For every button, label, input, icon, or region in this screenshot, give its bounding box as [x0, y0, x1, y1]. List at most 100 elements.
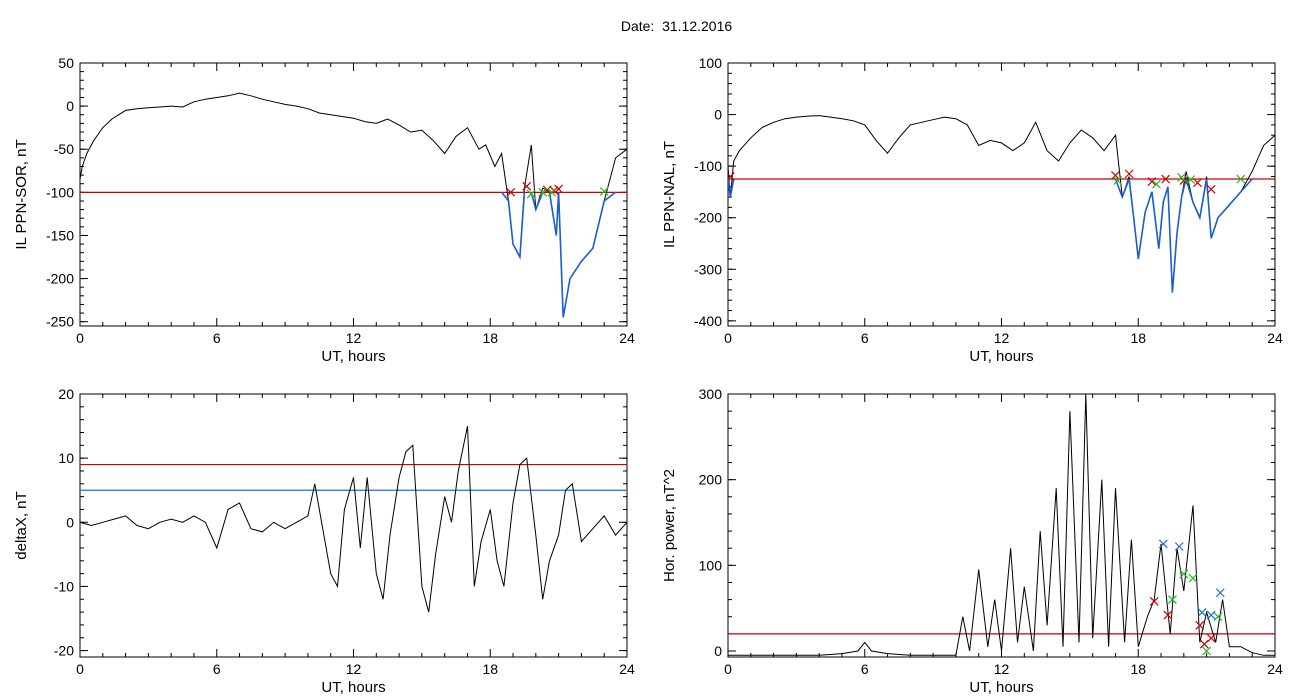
y-axis-label: IL PPN-SOR, nT [13, 139, 30, 249]
event-marker [1186, 175, 1196, 184]
event-marker [554, 184, 564, 194]
event-marker [1206, 610, 1216, 620]
event-marker [1236, 174, 1246, 184]
event-marker [1168, 595, 1177, 605]
event-marker [1193, 178, 1202, 188]
x-tick-label: 12 [994, 661, 1010, 677]
event-marker [1202, 646, 1212, 656]
event-marker [1206, 184, 1216, 194]
x-tick-label: 6 [861, 661, 869, 677]
x-tick-label: 24 [619, 661, 635, 677]
page-title: Date: 31.12.2016 [620, 18, 733, 34]
y-axis-label: deltaX, nT [13, 491, 30, 559]
event-marker [1163, 610, 1173, 620]
chart-panel-1: 0 6 12 18 24 50 0 -50 -100 -150 -200 -250 UT, hours I… [13, 55, 635, 365]
y-tick-label: 200 [699, 472, 723, 488]
x-tick-label: 12 [994, 330, 1010, 346]
y-axis-label: IL PPN-NAL, nT [661, 141, 678, 248]
x-tick-label: 0 [724, 330, 732, 346]
x-tick-label: 6 [213, 330, 221, 346]
below-threshold-segment [1205, 178, 1253, 239]
x-axis-label: UT, hours [969, 679, 1033, 696]
event-marker [506, 187, 516, 197]
plot-frame [727, 62, 1276, 327]
series-line [80, 92, 627, 318]
event-marker [599, 187, 609, 196]
y-tick-label: -100 [694, 158, 722, 174]
event-marker [1179, 569, 1189, 579]
plot-frame [727, 393, 1276, 658]
y-tick-label: 50 [58, 55, 74, 71]
event-marker [1152, 179, 1161, 189]
event-marker [1124, 169, 1134, 179]
below-threshold-segment [530, 192, 544, 213]
event-marker [538, 187, 548, 197]
event-marker [1197, 608, 1207, 617]
event-marker [522, 181, 532, 191]
event-marker [1174, 542, 1184, 551]
event-marker [1195, 620, 1205, 630]
below-threshold-segment [548, 192, 560, 236]
x-axis-label: UT, hours [321, 348, 385, 365]
y-tick-label: -100 [46, 184, 74, 200]
y-tick-label: 0 [714, 643, 722, 659]
event-marker [728, 172, 735, 181]
y-tick-label: 100 [699, 557, 723, 573]
y-tick-label: -20 [54, 643, 74, 659]
x-tick-label: 12 [346, 661, 362, 677]
x-tick-label: 18 [482, 330, 498, 346]
y-tick-label: -10 [54, 578, 74, 594]
event-marker [1213, 612, 1223, 622]
below-threshold-segment [1128, 178, 1187, 293]
chart-panel-4: 0 6 12 18 24 300 200 100 0 UT, hours Hor. power, n… [661, 386, 1283, 696]
x-tick-label: 18 [1130, 330, 1146, 346]
plot-area [80, 92, 627, 318]
plot-frame [79, 393, 628, 658]
x-tick-label: 6 [213, 661, 221, 677]
event-marker [526, 189, 536, 199]
y-tick-label: -200 [46, 271, 74, 287]
x-tick-label: 0 [76, 330, 84, 346]
y-tick-label: 20 [58, 386, 74, 402]
event-marker [1111, 170, 1120, 180]
event-marker [547, 187, 557, 197]
event-marker [1188, 573, 1198, 583]
x-tick-label: 18 [482, 661, 498, 677]
x-tick-label: 18 [1130, 661, 1146, 677]
x-tick-label: 24 [1267, 330, 1283, 346]
below-threshold-segment [557, 191, 617, 318]
x-tick-label: 6 [861, 330, 869, 346]
y-tick-label: -300 [694, 261, 722, 277]
y-tick-label: 300 [699, 386, 723, 402]
event-marker [1177, 173, 1186, 182]
y-tick-label: -50 [54, 141, 74, 157]
below-threshold-segment [728, 178, 735, 198]
event-marker [1215, 588, 1225, 598]
event-marker [1149, 596, 1159, 606]
x-tick-label: 12 [346, 330, 362, 346]
x-tick-label: 24 [1267, 661, 1283, 677]
event-marker [1206, 633, 1216, 643]
y-tick-label: 0 [66, 98, 74, 114]
y-tick-label: 100 [699, 55, 723, 71]
chart-panel-2: 0 6 12 18 24 100 0 -100 -200 -300 -400 UT, hours IL … [661, 55, 1283, 365]
series-line [728, 394, 1275, 656]
y-tick-label: 0 [714, 107, 722, 123]
y-tick-label: 0 [66, 514, 74, 530]
below-threshold-segment [500, 191, 526, 260]
y-tick-label: -150 [46, 227, 74, 243]
plot-area [728, 394, 1275, 656]
event-marker [1147, 177, 1157, 187]
below-threshold-segment [1114, 178, 1130, 200]
event-marker [1158, 539, 1168, 549]
x-axis-label: UT, hours [969, 348, 1033, 365]
y-tick-label: -250 [46, 314, 74, 330]
event-marker [1113, 176, 1123, 186]
x-tick-label: 24 [619, 330, 635, 346]
below-threshold-segment [1185, 178, 1208, 221]
x-axis-label: UT, hours [321, 679, 385, 696]
x-tick-label: 0 [724, 661, 732, 677]
plot-area [80, 425, 627, 613]
plot-area [728, 115, 1275, 293]
